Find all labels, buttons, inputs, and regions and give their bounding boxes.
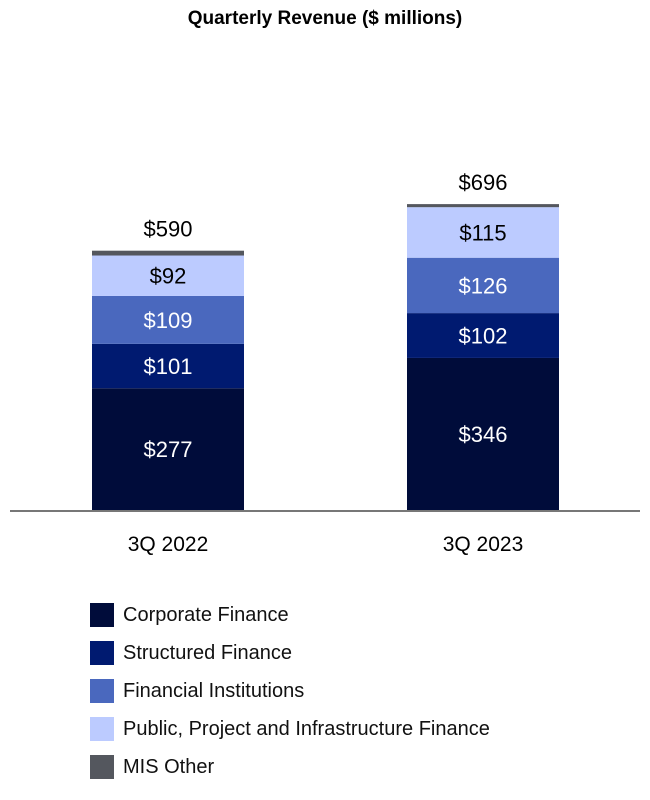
legend-swatch <box>90 641 114 665</box>
x-tick-label: 3Q 2023 <box>443 533 524 556</box>
bar-segment <box>92 343 244 389</box>
legend-item: Financial Institutions <box>90 672 490 710</box>
bar-segment <box>407 357 559 510</box>
total-label: $590 <box>144 217 193 242</box>
data-label: $346 <box>459 422 508 447</box>
legend-item: MIS Other <box>90 748 490 786</box>
data-label: $101 <box>144 354 193 379</box>
bar-segment <box>407 313 559 358</box>
bar-segment <box>92 388 244 510</box>
legend-label: Financial Institutions <box>123 679 305 702</box>
legend-item: Public, Project and Infrastructure Finan… <box>90 710 490 748</box>
data-label: $109 <box>144 308 193 333</box>
x-tick-label: 3Q 2022 <box>128 533 209 556</box>
legend-item: Structured Finance <box>90 634 490 672</box>
legend-label: MIS Other <box>123 755 215 778</box>
bar-segment <box>92 255 244 296</box>
chart-title: Quarterly Revenue ($ millions) <box>187 8 463 29</box>
bar-segment <box>407 257 559 314</box>
data-label: $92 <box>150 264 187 289</box>
legend: Corporate Finance Structured Finance Finan… <box>90 596 490 786</box>
legend-swatch <box>90 603 114 627</box>
bar-segment <box>407 207 559 258</box>
data-label: $115 <box>459 220 506 245</box>
bar-segment <box>92 250 244 256</box>
legend-item: Corporate Finance <box>90 596 490 634</box>
bar-segment <box>92 295 244 344</box>
legend-swatch <box>90 679 114 703</box>
legend-label: Public, Project and Infrastructure Finan… <box>123 717 490 740</box>
legend-swatch <box>90 755 114 779</box>
data-label: $102 <box>459 324 508 349</box>
legend-label: Structured Finance <box>123 641 292 664</box>
data-label: $277 <box>144 437 193 462</box>
bar-segment <box>407 204 559 208</box>
total-label: $696 <box>459 170 508 195</box>
legend-label: Corporate Finance <box>123 603 289 626</box>
stacked-bar-chart: $277 $101 $109 $92 $590 3Q 2022 $346 $102 $126 $1… <box>10 170 640 556</box>
data-label: $126 <box>459 273 508 298</box>
legend-swatch <box>90 717 114 741</box>
